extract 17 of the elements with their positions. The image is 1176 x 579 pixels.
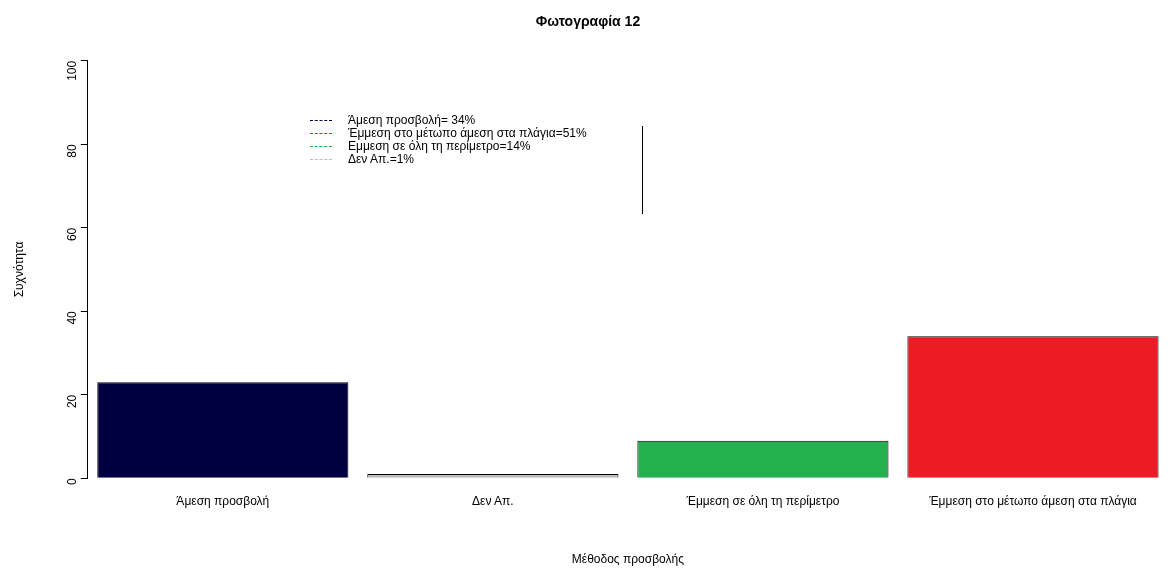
- annotation: Εμμεση σε όλη τη περίμετρο=14%: [348, 139, 531, 153]
- y-tick-label: 100: [65, 60, 80, 81]
- x-tick-label: Έμμεση σε όλη τη περίμετρο: [685, 493, 840, 508]
- y-tick-label: 80: [65, 143, 80, 158]
- y-tick-label: 40: [65, 310, 80, 325]
- annotation: Έμμεση στο μέτωπο άμεση στα πλάγια=51%: [348, 126, 587, 140]
- x-tick-label: Άμεση προσβολή: [176, 493, 270, 508]
- y-tick-label: 60: [65, 227, 80, 242]
- x-axis-title: Μέθοδος προσβολής: [571, 552, 685, 567]
- y-axis-title: Συχνότητα: [11, 241, 26, 298]
- chart-title: Φωτογραφία 12: [535, 13, 641, 30]
- y-tick-label: 0: [65, 477, 80, 485]
- annotation: Άμεση προσβολή= 34%: [348, 113, 476, 127]
- annotation: Δεν Απ.=1%: [348, 152, 414, 166]
- y-tick-label: 20: [65, 394, 80, 409]
- x-tick-label: Έμμεση στο μέτωπο άμεση στα πλάγια: [928, 493, 1137, 508]
- x-tick-label: Δεν Απ.: [472, 493, 514, 508]
